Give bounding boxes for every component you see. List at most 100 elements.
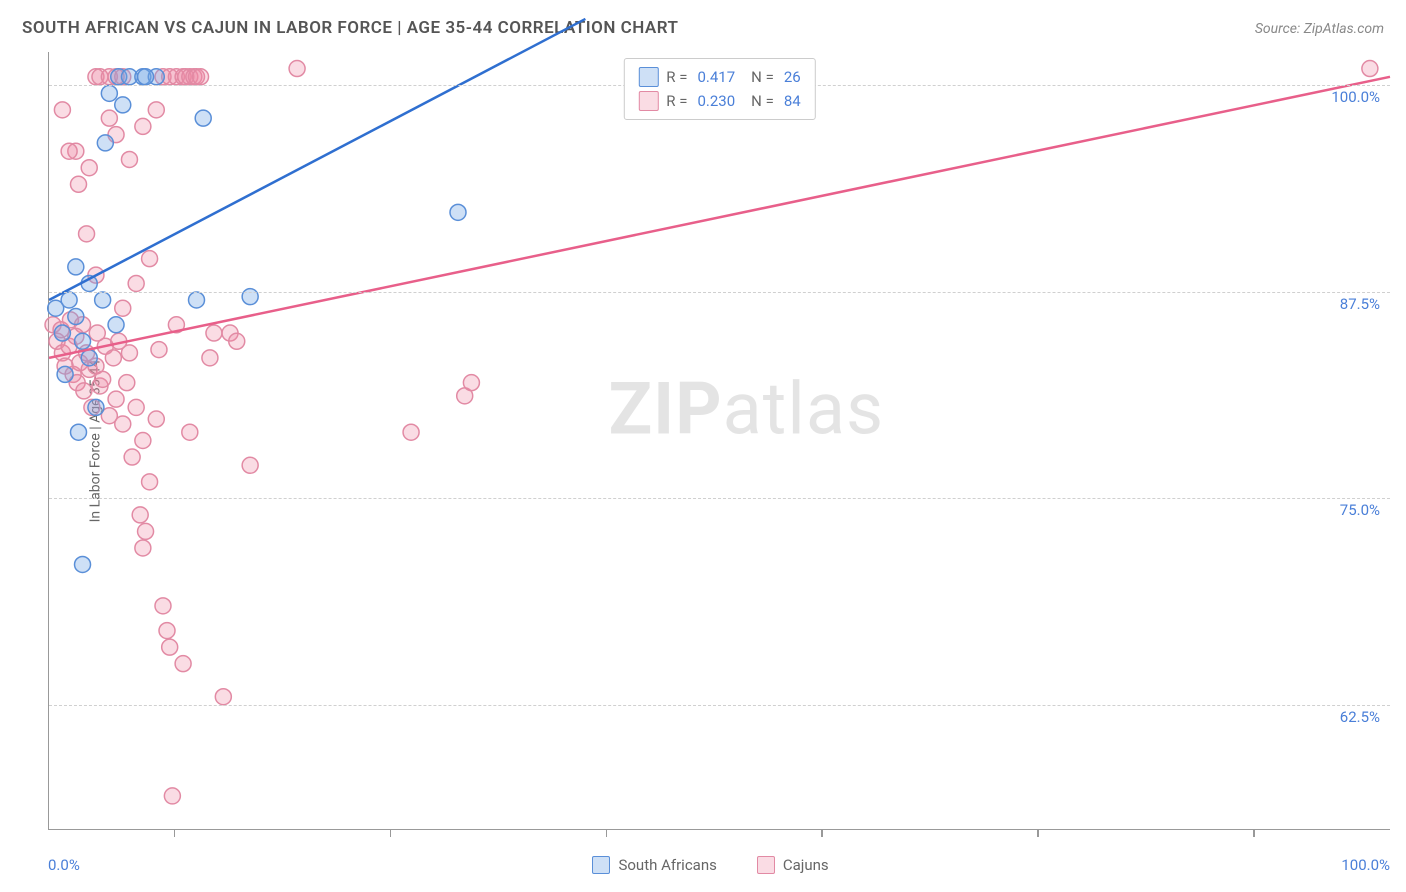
y-tick-label: 87.5% xyxy=(1340,295,1380,313)
scatter-point xyxy=(135,433,151,449)
scatter-point xyxy=(450,204,466,220)
x-tick xyxy=(1037,829,1039,837)
scatter-point xyxy=(79,226,95,242)
source-attribution: Source: ZipAtlas.com xyxy=(1255,21,1384,37)
scatter-svg xyxy=(49,52,1390,829)
scatter-point xyxy=(202,350,218,366)
chart-area: In Labor Force | Age 35-44 R = 0.417 N =… xyxy=(48,52,1390,830)
scatter-point xyxy=(175,656,191,672)
r-label: R = xyxy=(666,92,687,110)
n-value: 84 xyxy=(784,92,801,110)
scatter-point xyxy=(124,449,140,465)
scatter-point xyxy=(242,457,258,473)
scatter-point xyxy=(97,135,113,151)
scatter-point xyxy=(135,540,151,556)
x-axis-max-label: 100.0% xyxy=(1341,856,1390,874)
scatter-point xyxy=(75,556,91,572)
scatter-point xyxy=(108,391,124,407)
scatter-point xyxy=(81,160,97,176)
scatter-point xyxy=(195,110,211,126)
gridline xyxy=(49,292,1390,293)
gridline xyxy=(49,498,1390,499)
n-label: N = xyxy=(751,68,774,86)
scatter-point xyxy=(193,69,209,85)
scatter-point xyxy=(108,317,124,333)
scatter-point xyxy=(68,309,84,325)
scatter-point xyxy=(182,424,198,440)
scatter-point xyxy=(57,366,73,382)
scatter-point xyxy=(68,259,84,275)
scatter-point xyxy=(162,639,178,655)
scatter-point xyxy=(151,342,167,358)
scatter-point xyxy=(119,375,135,391)
scatter-point xyxy=(135,118,151,134)
scatter-point xyxy=(61,143,77,159)
scatter-point xyxy=(142,251,158,267)
stats-swatch-icon xyxy=(638,67,658,87)
scatter-point xyxy=(101,85,117,101)
scatter-point xyxy=(159,623,175,639)
scatter-point xyxy=(229,333,245,349)
legend-label: Cajuns xyxy=(783,856,829,874)
y-tick-label: 75.0% xyxy=(1340,501,1380,519)
scatter-point xyxy=(463,375,479,391)
scatter-point xyxy=(71,176,87,192)
n-value: 26 xyxy=(784,68,801,86)
scatter-point xyxy=(54,102,70,118)
r-value: 0.230 xyxy=(697,92,735,110)
stats-row: R = 0.417 N = 26 xyxy=(638,65,800,89)
scatter-point xyxy=(121,345,137,361)
scatter-point xyxy=(121,151,137,167)
x-tick xyxy=(821,829,823,837)
scatter-point xyxy=(142,474,158,490)
scatter-point xyxy=(148,102,164,118)
scatter-point xyxy=(164,788,180,804)
scatter-point xyxy=(101,110,117,126)
scatter-point xyxy=(95,371,111,387)
scatter-point xyxy=(206,325,222,341)
y-tick-label: 100.0% xyxy=(1331,88,1380,106)
r-label: R = xyxy=(666,68,687,86)
scatter-point xyxy=(105,350,121,366)
scatter-point xyxy=(138,69,154,85)
scatter-point xyxy=(115,97,131,113)
x-tick xyxy=(606,829,608,837)
scatter-point xyxy=(115,300,131,316)
scatter-point xyxy=(289,61,305,77)
scatter-point xyxy=(54,325,70,341)
legend-item: South Africans xyxy=(592,856,716,874)
legend-item: Cajuns xyxy=(757,856,829,874)
stats-row: R = 0.230 N = 84 xyxy=(638,89,800,113)
legend-swatch-icon xyxy=(757,856,775,874)
x-tick xyxy=(1253,829,1255,837)
scatter-point xyxy=(95,292,111,308)
legend-label: South Africans xyxy=(618,856,716,874)
scatter-point xyxy=(115,416,131,432)
scatter-point xyxy=(215,689,231,705)
gridline xyxy=(49,705,1390,706)
scatter-point xyxy=(88,399,104,415)
scatter-point xyxy=(76,383,92,399)
scatter-point xyxy=(75,333,91,349)
scatter-point xyxy=(148,411,164,427)
scatter-point xyxy=(1362,61,1378,77)
scatter-point xyxy=(128,275,144,291)
legend-swatch-icon xyxy=(592,856,610,874)
scatter-point xyxy=(81,350,97,366)
plot-region: R = 0.417 N = 26 R = 0.230 N = 84 ZIPatl… xyxy=(48,52,1390,830)
stats-swatch-icon xyxy=(638,91,658,111)
y-tick-label: 62.5% xyxy=(1340,708,1380,726)
x-tick xyxy=(390,829,392,837)
x-axis-footer: 0.0% South Africans Cajuns 100.0% xyxy=(48,856,1390,874)
scatter-point xyxy=(132,507,148,523)
x-axis-min-label: 0.0% xyxy=(48,856,80,874)
scatter-point xyxy=(189,292,205,308)
x-tick xyxy=(174,829,176,837)
scatter-point xyxy=(128,399,144,415)
r-value: 0.417 xyxy=(697,68,735,86)
scatter-point xyxy=(61,292,77,308)
n-label: N = xyxy=(751,92,774,110)
scatter-point xyxy=(138,523,154,539)
legend: South Africans Cajuns xyxy=(592,856,828,874)
scatter-point xyxy=(71,424,87,440)
